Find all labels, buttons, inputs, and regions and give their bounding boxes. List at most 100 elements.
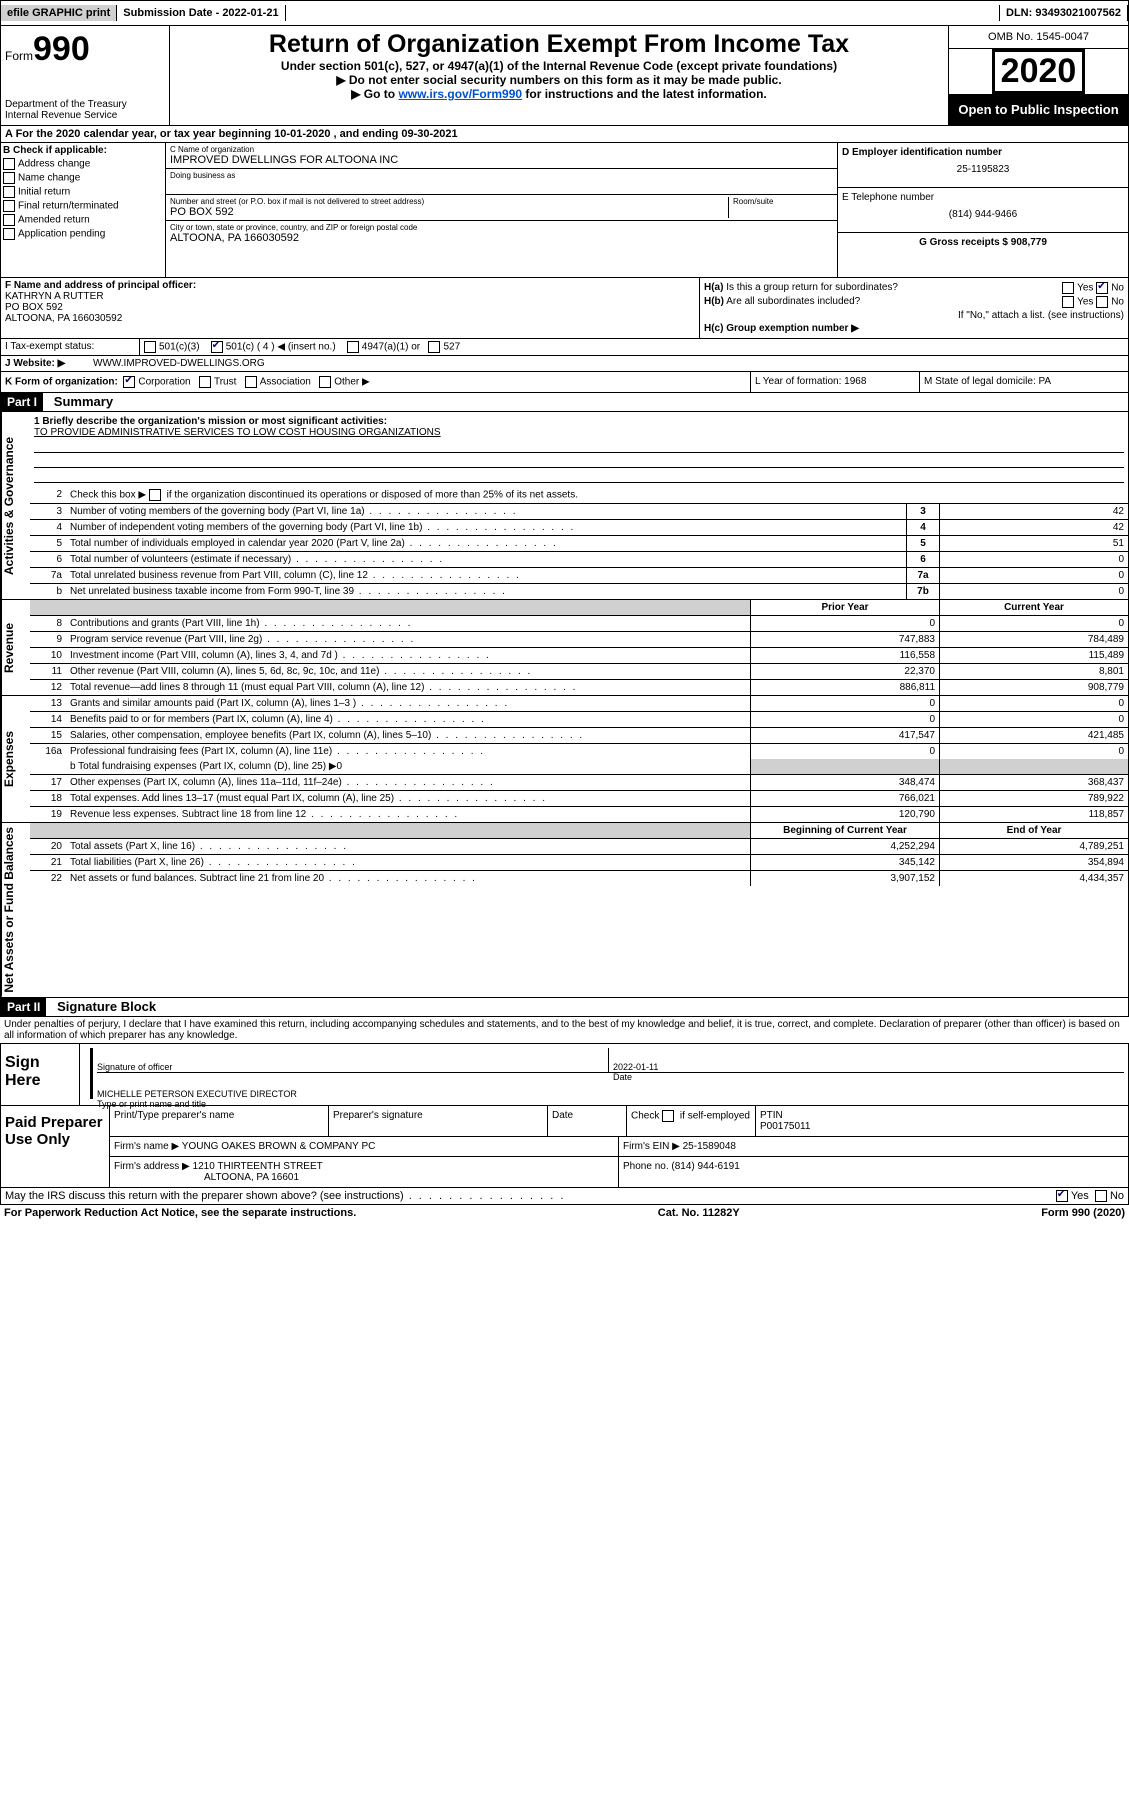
year-formation: L Year of formation: 1968 [750, 372, 919, 392]
line2: Check this box ▶ if the organization dis… [66, 487, 1128, 503]
sign-here: Sign Here Signature of officer 2022-01-1… [0, 1044, 1129, 1106]
part2-tag: Part II [1, 998, 46, 1016]
table-row: 19Revenue less expenses. Subtract line 1… [30, 807, 1128, 822]
revenue-section: Revenue Prior Year Current Year 8Contrib… [0, 600, 1129, 696]
hc-label: H(c) Group exemption number ▶ [704, 323, 859, 334]
table-row: 21Total liabilities (Part X, line 26)345… [30, 855, 1128, 871]
table-row: 4Number of independent voting members of… [30, 520, 1128, 536]
table-row: 14Benefits paid to or for members (Part … [30, 712, 1128, 728]
table-row: 18Total expenses. Add lines 13–17 (must … [30, 791, 1128, 807]
table-row: 5Total number of individuals employed in… [30, 536, 1128, 552]
discuss-no[interactable] [1095, 1190, 1107, 1202]
officer-label: F Name and address of principal officer: [5, 280, 695, 291]
prep-name-hdr: Print/Type preparer's name [110, 1106, 329, 1136]
chk-501c3[interactable] [144, 341, 156, 353]
room-label: Room/suite [733, 197, 833, 206]
table-row: 17Other expenses (Part IX, column (A), l… [30, 775, 1128, 791]
table-row: bNet unrelated business taxable income f… [30, 584, 1128, 599]
address: PO BOX 592 [170, 206, 728, 218]
state-domicile: M State of legal domicile: PA [919, 372, 1128, 392]
ha-yes[interactable] [1062, 282, 1074, 294]
dept-irs: Internal Revenue Service [5, 110, 165, 121]
expenses-section: Expenses 13Grants and similar amounts pa… [0, 696, 1129, 823]
website-row: J Website: ▶ WWW.IMPROVED-DWELLINGS.ORG [0, 356, 1129, 372]
firm-name: Firm's name ▶ YOUNG OAKES BROWN & COMPAN… [110, 1137, 619, 1156]
hb-yes[interactable] [1062, 296, 1074, 308]
table-row: 11Other revenue (Part VIII, column (A), … [30, 664, 1128, 680]
form990-link[interactable]: www.irs.gov/Form990 [398, 87, 522, 101]
ein-label: D Employer identification number [842, 147, 1124, 158]
table-row: 13Grants and similar amounts paid (Part … [30, 696, 1128, 712]
chk-application-pending[interactable]: Application pending [3, 228, 163, 240]
perjury-text: Under penalties of perjury, I declare th… [0, 1017, 1129, 1044]
officer-typed-name: MICHELLE PETERSON EXECUTIVE DIRECTOR [97, 1089, 1124, 1099]
chk-name-change[interactable]: Name change [3, 172, 163, 184]
officer-addr1: PO BOX 592 [5, 302, 695, 313]
table-row: 20Total assets (Part X, line 16)4,252,29… [30, 839, 1128, 855]
cat-no: Cat. No. 11282Y [658, 1207, 740, 1219]
chk-trust[interactable] [199, 376, 211, 388]
chk-address-change[interactable]: Address change [3, 158, 163, 170]
part1-tag: Part I [1, 393, 43, 411]
table-row: 6Total number of volunteers (estimate if… [30, 552, 1128, 568]
discuss-yes[interactable] [1056, 1190, 1068, 1202]
discuss-q: May the IRS discuss this return with the… [5, 1190, 565, 1202]
hb-no[interactable] [1096, 296, 1108, 308]
spacer [286, 11, 999, 15]
table-row: 3Number of voting members of the governi… [30, 504, 1128, 520]
chk-association[interactable] [245, 376, 257, 388]
org-name: IMPROVED DWELLINGS FOR ALTOONA INC [170, 154, 833, 166]
chk-4947[interactable] [347, 341, 359, 353]
org-info-block: B Check if applicable: Address change Na… [0, 143, 1129, 278]
table-row: 16aProfessional fundraising fees (Part I… [30, 744, 1128, 759]
city: ALTOONA, PA 166030592 [170, 232, 833, 244]
form-version: Form 990 (2020) [1041, 1207, 1125, 1219]
tax-exempt-label: I Tax-exempt status: [1, 339, 140, 355]
paid-preparer: Paid Preparer Use Only Print/Type prepar… [0, 1106, 1129, 1188]
chk-amended[interactable]: Amended return [3, 214, 163, 226]
chk-final-return[interactable]: Final return/terminated [3, 200, 163, 212]
section-b-label: B Check if applicable: [3, 145, 163, 156]
org-name-label: C Name of organization [170, 145, 833, 154]
firm-ein: Firm's EIN ▶ 25-1589048 [619, 1137, 1128, 1156]
firm-phone: Phone no. (814) 944-6191 [619, 1157, 1128, 1187]
chk-initial-return[interactable]: Initial return [3, 186, 163, 198]
part1-bar: Part I Summary [0, 393, 1129, 412]
part2-title: Signature Block [49, 997, 164, 1016]
side-ag: Activities & Governance [1, 412, 30, 599]
officer-addr2: ALTOONA, PA 166030592 [5, 313, 695, 324]
instruction-1: ▶ Do not enter social security numbers o… [174, 73, 944, 87]
website: WWW.IMPROVED-DWELLINGS.ORG [89, 356, 1128, 371]
chk-other[interactable] [319, 376, 331, 388]
line16b: b Total fundraising expenses (Part IX, c… [66, 759, 750, 774]
mission-label: 1 Briefly describe the organization's mi… [34, 416, 1124, 427]
table-row: 9Program service revenue (Part VIII, lin… [30, 632, 1128, 648]
table-row: 22Net assets or fund balances. Subtract … [30, 871, 1128, 886]
ha-no[interactable] [1096, 282, 1108, 294]
efile-button[interactable]: efile GRAPHIC print [1, 5, 117, 21]
hdr-end: End of Year [939, 823, 1128, 838]
form-title: Return of Organization Exempt From Incom… [174, 30, 944, 59]
dba [170, 180, 833, 192]
hdr-prior: Prior Year [750, 600, 939, 615]
dln: DLN: 93493021007562 [999, 5, 1128, 21]
chk-501c[interactable] [211, 341, 223, 353]
sign-here-label: Sign Here [1, 1044, 80, 1105]
tax-year: 2020 [992, 49, 1086, 94]
address-label: Number and street (or P.O. box if mail i… [170, 197, 728, 206]
chk-527[interactable] [428, 341, 440, 353]
hdr-beg: Beginning of Current Year [750, 823, 939, 838]
table-row: 15Salaries, other compensation, employee… [30, 728, 1128, 744]
tel-label: E Telephone number [842, 192, 1124, 203]
table-row: 10Investment income (Part VIII, column (… [30, 648, 1128, 664]
chk-corporation[interactable] [123, 376, 135, 388]
telephone: (814) 944-9466 [842, 209, 1124, 220]
part2-bar: Part II Signature Block [0, 998, 1129, 1017]
table-row: 12Total revenue—add lines 8 through 11 (… [30, 680, 1128, 695]
prep-selfemp: Check if self-employed [627, 1106, 756, 1136]
city-label: City or town, state or province, country… [170, 223, 833, 232]
fgh-row: F Name and address of principal officer:… [0, 278, 1129, 339]
hb-label: H(b) Are all subordinates included? [704, 296, 860, 308]
net-section: Net Assets or Fund Balances Beginning of… [0, 823, 1129, 998]
page-footer: For Paperwork Reduction Act Notice, see … [0, 1205, 1129, 1221]
